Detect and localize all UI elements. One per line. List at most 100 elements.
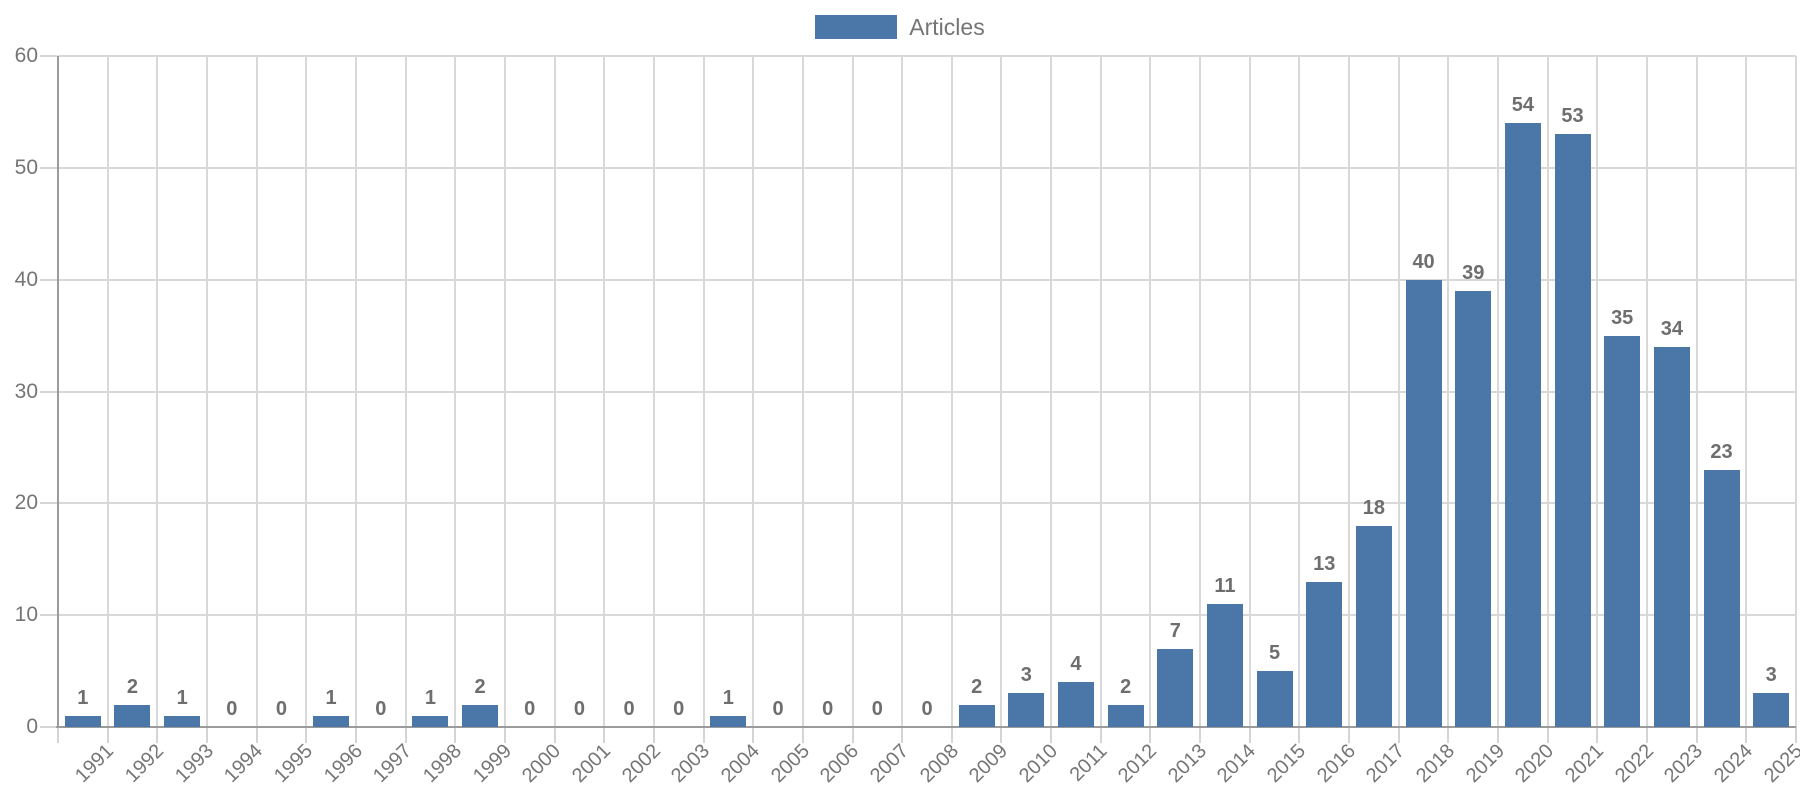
x-tick-4 [255,727,258,743]
value-label-2003: 0 [673,698,685,720]
value-label-2013: 7 [1169,619,1181,642]
gridline-x-25 [1298,56,1301,727]
gridline-x-16 [851,56,854,727]
bar-2014[interactable] [1206,603,1243,727]
value-label-2002: 0 [623,698,635,720]
x-tick-20 [1050,727,1053,743]
bar-2015[interactable] [1256,671,1293,727]
value-label-2021: 53 [1561,105,1584,128]
x-tick-25 [1298,727,1301,743]
value-label-1997: 0 [375,698,387,720]
bar-2016[interactable] [1306,581,1343,727]
value-label-2010: 3 [1020,664,1032,687]
bar-1991[interactable] [64,715,101,727]
x-axis-label-2004: 2004 [716,740,764,788]
bar-2012[interactable] [1107,704,1144,727]
value-label-2007: 0 [871,698,883,720]
y-axis-label-40: 40 [14,267,38,291]
gridline-x-7 [404,56,407,727]
bar-1999[interactable] [462,704,499,727]
bar-2018[interactable] [1405,279,1442,727]
legend-label: Articles [909,14,985,40]
x-axis-label-2003: 2003 [667,740,715,788]
bar-2019[interactable] [1455,290,1492,727]
gridline-x-32 [1646,56,1649,727]
gridline-x-6 [354,56,357,727]
gridline-x-19 [1000,56,1003,727]
x-tick-3 [205,727,208,743]
gridline-x-20 [1050,56,1053,727]
x-axis-label-1999: 1999 [468,740,516,788]
x-axis-label-1996: 1996 [319,740,367,788]
y-tick-40 [40,278,57,281]
x-axis-label-2013: 2013 [1163,740,1211,788]
value-label-1998: 1 [424,686,436,709]
gridline-x-24 [1248,56,1251,727]
x-axis-label-2025: 2025 [1759,740,1800,788]
bar-2010[interactable] [1008,693,1045,727]
x-tick-9 [503,727,506,743]
gridline-x-26 [1348,56,1351,727]
x-axis-label-2021: 2021 [1561,740,1609,788]
x-tick-32 [1646,727,1649,743]
gridline-x-8 [454,56,457,727]
y-tick-10 [40,614,57,617]
bar-1996[interactable] [313,715,350,727]
bar-1993[interactable] [164,715,201,727]
x-axis-label-1995: 1995 [270,740,318,788]
x-tick-17 [901,727,904,743]
bar-2009[interactable] [958,704,995,727]
gridline-x-18 [950,56,953,727]
x-axis-label-2001: 2001 [567,740,615,788]
bar-1992[interactable] [114,704,151,727]
value-label-2001: 0 [573,698,585,720]
x-axis-label-2023: 2023 [1660,740,1708,788]
gridline-x-28 [1447,56,1450,727]
legend[interactable]: Articles [0,14,1800,40]
x-tick-21 [1099,727,1102,743]
value-label-1992: 2 [126,675,139,698]
x-tick-14 [752,727,755,743]
bar-2013[interactable] [1157,648,1194,727]
value-label-2000: 0 [524,698,536,720]
y-axis-label-50: 50 [14,155,38,179]
x-axis-label-1998: 1998 [418,740,466,788]
x-tick-22 [1149,727,1152,743]
gridline-x-1 [106,56,109,727]
bar-2024[interactable] [1703,469,1740,727]
bar-2023[interactable] [1653,346,1690,727]
bar-2021[interactable] [1554,134,1591,727]
x-axis-label-1992: 1992 [121,740,169,788]
x-axis-label-1993: 1993 [170,740,218,788]
value-label-2018: 40 [1412,250,1435,273]
x-tick-28 [1447,727,1450,743]
gridline-x-30 [1546,56,1549,727]
value-label-1991: 1 [77,686,89,709]
bar-1998[interactable] [412,715,449,727]
x-tick-23 [1199,727,1202,743]
bar-2011[interactable] [1057,682,1094,727]
bar-2020[interactable] [1504,123,1541,727]
bar-2004[interactable] [710,715,747,727]
value-label-2005: 0 [772,698,784,720]
value-label-2017: 18 [1362,496,1386,519]
bar-2017[interactable] [1355,525,1392,727]
gridline-x-14 [752,56,755,727]
x-axis-line [56,726,1796,728]
gridline-x-27 [1397,56,1400,727]
x-tick-27 [1397,727,1400,743]
value-label-2025: 3 [1765,664,1777,687]
x-axis-label-2006: 2006 [816,740,864,788]
x-tick-29 [1497,727,1500,743]
x-axis-label-2015: 2015 [1263,740,1311,788]
gridline-x-10 [553,56,556,727]
x-tick-6 [354,727,357,743]
y-tick-20 [40,502,57,505]
x-tick-11 [603,727,606,743]
gridline-x-13 [702,56,705,727]
x-tick-1 [106,727,109,743]
bar-2022[interactable] [1604,335,1641,727]
y-axis-label-20: 20 [14,491,38,515]
bar-2025[interactable] [1753,693,1790,727]
x-tick-8 [454,727,457,743]
